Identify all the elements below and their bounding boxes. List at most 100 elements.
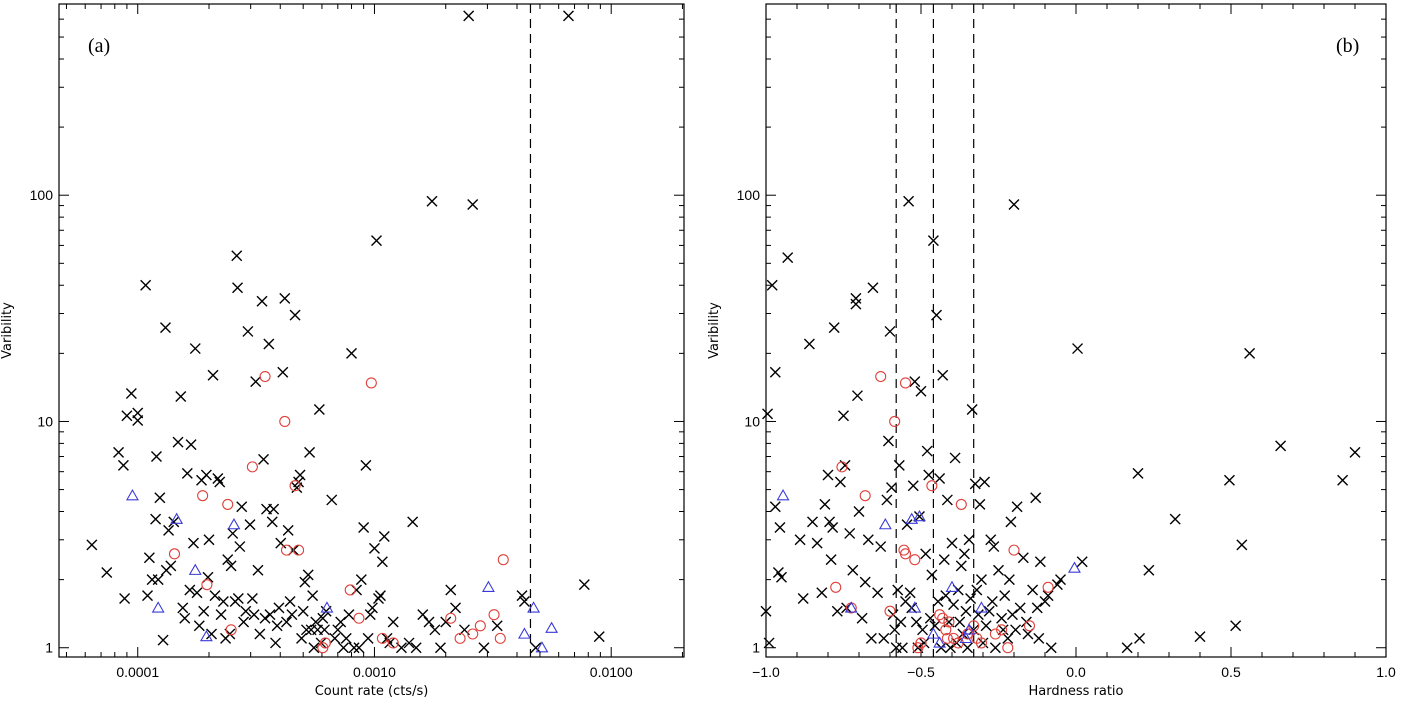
triangle-point (545, 621, 559, 633)
cross-point (117, 459, 129, 471)
circle-point (875, 370, 887, 383)
cross-point (417, 609, 429, 621)
cross-point (358, 521, 370, 533)
circle-point (889, 415, 901, 428)
cross-point (985, 534, 997, 546)
cross-point (175, 390, 187, 402)
cross-point (313, 403, 325, 415)
cross-point (834, 476, 846, 488)
cross-point (926, 569, 938, 581)
cross-point (920, 548, 932, 560)
cross-point (881, 494, 893, 506)
circle-point (909, 554, 921, 566)
circle-point (467, 628, 479, 640)
cross-point (831, 605, 843, 617)
x-tick-label: −0.5 (907, 664, 935, 680)
cross-point (410, 642, 422, 654)
triangle-point (199, 629, 213, 642)
cross-point (332, 624, 344, 636)
cross-point (851, 390, 863, 402)
cross-point (270, 637, 282, 649)
cross-point (191, 587, 203, 599)
cross-point (838, 410, 849, 422)
cross-point (150, 513, 162, 525)
cross-point (979, 476, 991, 488)
cross-point (895, 616, 907, 628)
triangle-point (188, 563, 202, 575)
circle-point (1023, 620, 1036, 632)
cross-point (763, 637, 775, 649)
cross-point (896, 642, 908, 654)
cross-point (187, 537, 199, 549)
cross-point (562, 10, 574, 22)
cross-point (794, 534, 806, 546)
cross-point (307, 590, 319, 602)
x-tick-label: 0.0100 (590, 664, 633, 680)
cross-point (983, 605, 995, 617)
circle-point (940, 624, 952, 636)
circle-point (488, 609, 500, 621)
cross-point (827, 521, 839, 533)
cross-point (917, 624, 929, 636)
cross-point (878, 632, 890, 644)
cross-point (232, 282, 244, 294)
cross-point (954, 616, 966, 628)
cross-point (244, 519, 256, 531)
cross-point (1027, 584, 1039, 596)
cross-point (168, 516, 180, 528)
triangle-point (535, 641, 549, 653)
cross-point (121, 410, 133, 422)
cross-point (236, 501, 248, 513)
circle-point (454, 632, 466, 644)
cross-point (977, 637, 989, 649)
cross-point (150, 451, 162, 463)
cross-point (198, 605, 210, 617)
cross-point (819, 498, 831, 510)
cross-point (362, 632, 374, 644)
cross-point (946, 537, 958, 549)
cross-point (875, 541, 887, 553)
cross-point (478, 642, 490, 654)
cross-point (518, 596, 530, 608)
cross-point (240, 605, 252, 617)
cross-point (384, 637, 396, 649)
cross-point (1039, 596, 1051, 608)
circle-point (497, 554, 509, 566)
cross-point (1236, 539, 1248, 551)
cross-point (119, 593, 131, 605)
triangle-point (1068, 561, 1081, 573)
cross-point (782, 252, 794, 264)
cross-point (266, 516, 278, 528)
cross-point (232, 593, 244, 605)
y-tick-label: 100 (30, 187, 54, 203)
cross-point (371, 235, 382, 247)
circle-point (1002, 642, 1014, 654)
circle-point (830, 581, 842, 593)
cross-point (348, 642, 360, 654)
cross-point (892, 584, 904, 596)
cross-point (824, 516, 836, 528)
triangle-point (844, 601, 858, 613)
cross-point (931, 309, 942, 321)
cross-point (1011, 501, 1023, 513)
cross-point (769, 366, 781, 378)
cross-point (234, 541, 246, 553)
cross-point (374, 590, 386, 602)
cross-point (944, 642, 956, 654)
circle-point (201, 579, 213, 591)
cross-point (231, 250, 243, 262)
triangle-point (517, 627, 531, 639)
cross-point (264, 609, 276, 621)
circle-point (989, 628, 1001, 640)
cross-point (893, 459, 905, 471)
x-tick-label: 0.0010 (353, 664, 396, 680)
triangle-point (151, 601, 165, 613)
circle-point (934, 609, 946, 621)
circle-point (259, 370, 271, 383)
x-axis-title: Count rate (cts/s) (315, 684, 429, 699)
y-tick-label: 1 (752, 640, 760, 656)
cross-point (1275, 440, 1287, 452)
cross-point (1076, 556, 1088, 568)
cross-point (450, 602, 462, 614)
cross-point (286, 609, 298, 621)
